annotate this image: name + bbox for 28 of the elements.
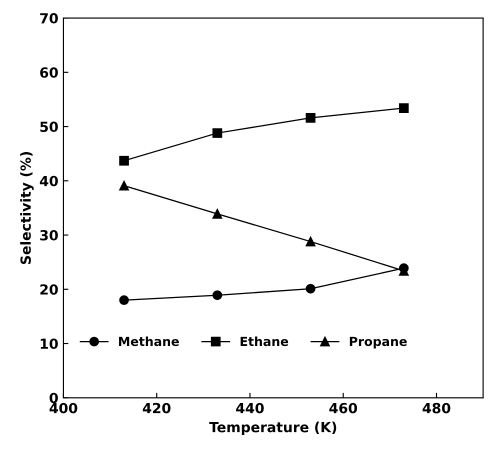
y-axis-title: Selectivity (%) (20, 152, 34, 264)
x-axis-title: Temperature (K) (209, 422, 336, 436)
x-tick-label: 460 (329, 402, 358, 414)
y-tick-label: 10 (40, 338, 58, 349)
y-tick-label: 70 (40, 13, 58, 24)
legend-label: Methane (119, 336, 179, 346)
legend-label: Ethane (240, 336, 288, 346)
point (306, 113, 316, 123)
point (212, 290, 222, 300)
point (306, 236, 316, 246)
y-tick-label: 40 (40, 176, 58, 186)
point (119, 180, 129, 191)
y-tick-label: 60 (40, 67, 58, 78)
legend-label: Propane (350, 336, 407, 349)
y-tick-label: 50 (40, 122, 58, 132)
y-tick-label: 20 (40, 284, 58, 295)
point (398, 103, 409, 113)
point (306, 284, 316, 294)
y-tick-label: 0 (50, 392, 58, 404)
x-tick-label: 480 (422, 402, 450, 414)
x-tick-label: 420 (142, 402, 171, 414)
point (212, 209, 222, 219)
point (119, 295, 129, 305)
x-tick-label: 400 (50, 402, 78, 414)
point (212, 128, 222, 138)
x-tick-label: 440 (236, 402, 264, 414)
y-tick-label: 30 (40, 230, 58, 241)
point (119, 156, 129, 166)
